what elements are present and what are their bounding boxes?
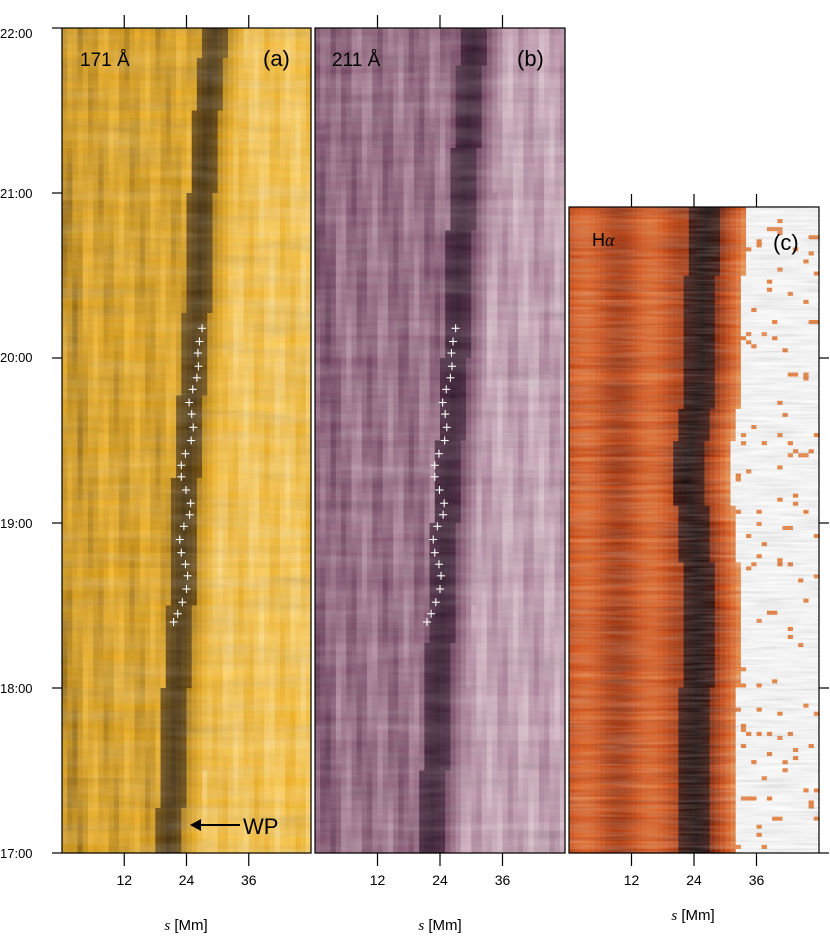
y-tick-label: 19:00 [0, 516, 33, 531]
y-tick-label: 18:00 [0, 681, 33, 696]
y-axis: 17:00 18:00 19:00 20:00 21:00 22:00 [0, 26, 33, 861]
y-tick-label: 17:00 [0, 846, 33, 861]
y-tick-label: 20:00 [0, 350, 33, 365]
y-tick-label: 21:00 [0, 186, 33, 201]
y-tick-label: 22:00 [0, 26, 33, 41]
panel-a: 12 24 36 171 Å (a) WP s [Mm] [52, 15, 312, 934]
